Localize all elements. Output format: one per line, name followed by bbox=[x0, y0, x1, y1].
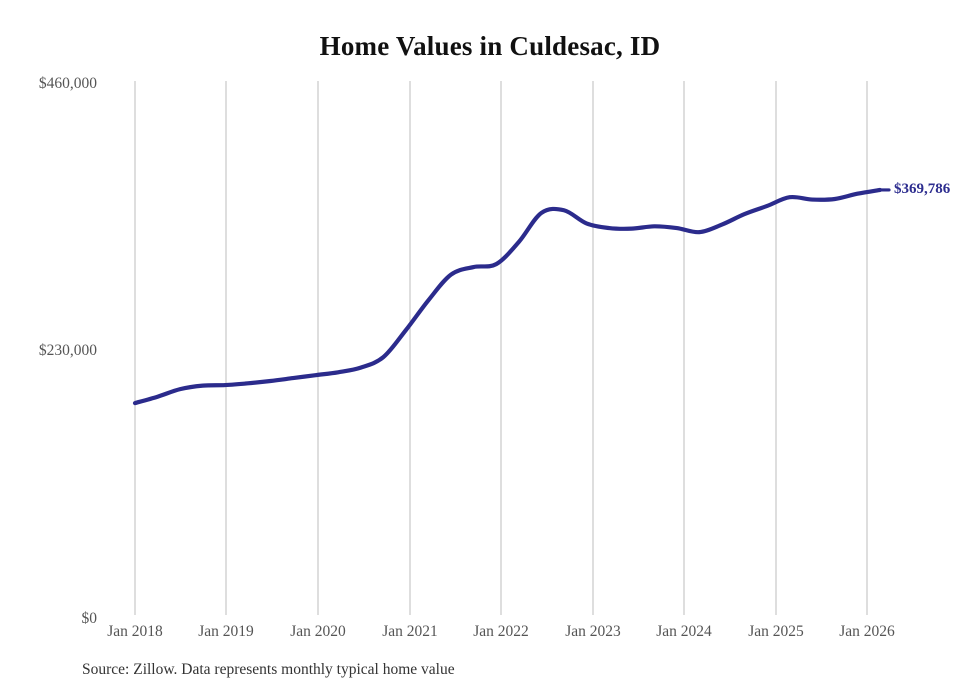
x-tick-label-jan-2024: Jan 2024 bbox=[656, 623, 712, 640]
series-line-typical-home-value bbox=[132, 187, 883, 406]
x-tick-label-jan-2021: Jan 2021 bbox=[382, 623, 438, 640]
x-tick-label-jan-2025: Jan 2025 bbox=[748, 623, 804, 640]
page-title: Home Values in Culdesac, ID bbox=[319, 31, 661, 61]
y-tick-label-0: $0 bbox=[81, 610, 98, 627]
y-tick-label-1: $230,000 bbox=[38, 342, 97, 359]
x-tick-label-jan-2023: Jan 2023 bbox=[565, 623, 621, 640]
x-tick-label-jan-2022: Jan 2022 bbox=[473, 623, 529, 640]
x-tick-label-jan-2026: Jan 2026 bbox=[839, 623, 895, 640]
y-tick-label-2: $460,000 bbox=[38, 75, 97, 92]
x-tick-label-jan-2019: Jan 2019 bbox=[198, 623, 254, 640]
end-value-annotation: $369,786 bbox=[894, 180, 951, 197]
x-tick-label-jan-2020: Jan 2020 bbox=[290, 623, 346, 640]
source-note: Source: Zillow. Data represents monthly … bbox=[82, 661, 455, 678]
gridlines bbox=[134, 81, 868, 615]
x-tick-label-jan-2018: Jan 2018 bbox=[107, 623, 163, 640]
